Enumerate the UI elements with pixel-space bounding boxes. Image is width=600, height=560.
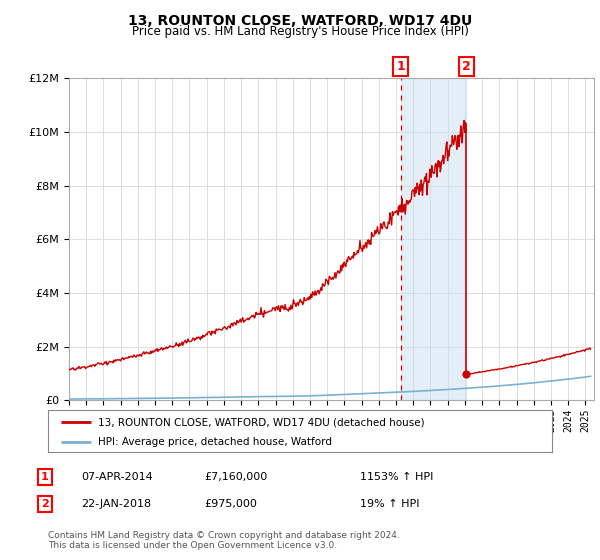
Text: 22-JAN-2018: 22-JAN-2018 bbox=[81, 499, 151, 509]
Text: 19% ↑ HPI: 19% ↑ HPI bbox=[360, 499, 419, 509]
Point bbox=[396, 204, 406, 213]
Text: 07-APR-2014: 07-APR-2014 bbox=[81, 472, 153, 482]
Text: 1153% ↑ HPI: 1153% ↑ HPI bbox=[360, 472, 433, 482]
Text: £975,000: £975,000 bbox=[204, 499, 257, 509]
Text: Contains HM Land Registry data © Crown copyright and database right 2024.
This d: Contains HM Land Registry data © Crown c… bbox=[48, 531, 400, 550]
Text: 13, ROUNTON CLOSE, WATFORD, WD17 4DU (detached house): 13, ROUNTON CLOSE, WATFORD, WD17 4DU (de… bbox=[98, 417, 425, 427]
Point bbox=[461, 370, 471, 379]
Text: HPI: Average price, detached house, Watford: HPI: Average price, detached house, Watf… bbox=[98, 437, 332, 447]
Text: 1: 1 bbox=[41, 472, 49, 482]
Text: 2: 2 bbox=[462, 60, 470, 73]
Text: 1: 1 bbox=[397, 60, 405, 73]
Text: Price paid vs. HM Land Registry's House Price Index (HPI): Price paid vs. HM Land Registry's House … bbox=[131, 25, 469, 38]
Text: 13, ROUNTON CLOSE, WATFORD, WD17 4DU: 13, ROUNTON CLOSE, WATFORD, WD17 4DU bbox=[128, 14, 472, 28]
Text: £7,160,000: £7,160,000 bbox=[204, 472, 267, 482]
Text: 2: 2 bbox=[41, 499, 49, 509]
